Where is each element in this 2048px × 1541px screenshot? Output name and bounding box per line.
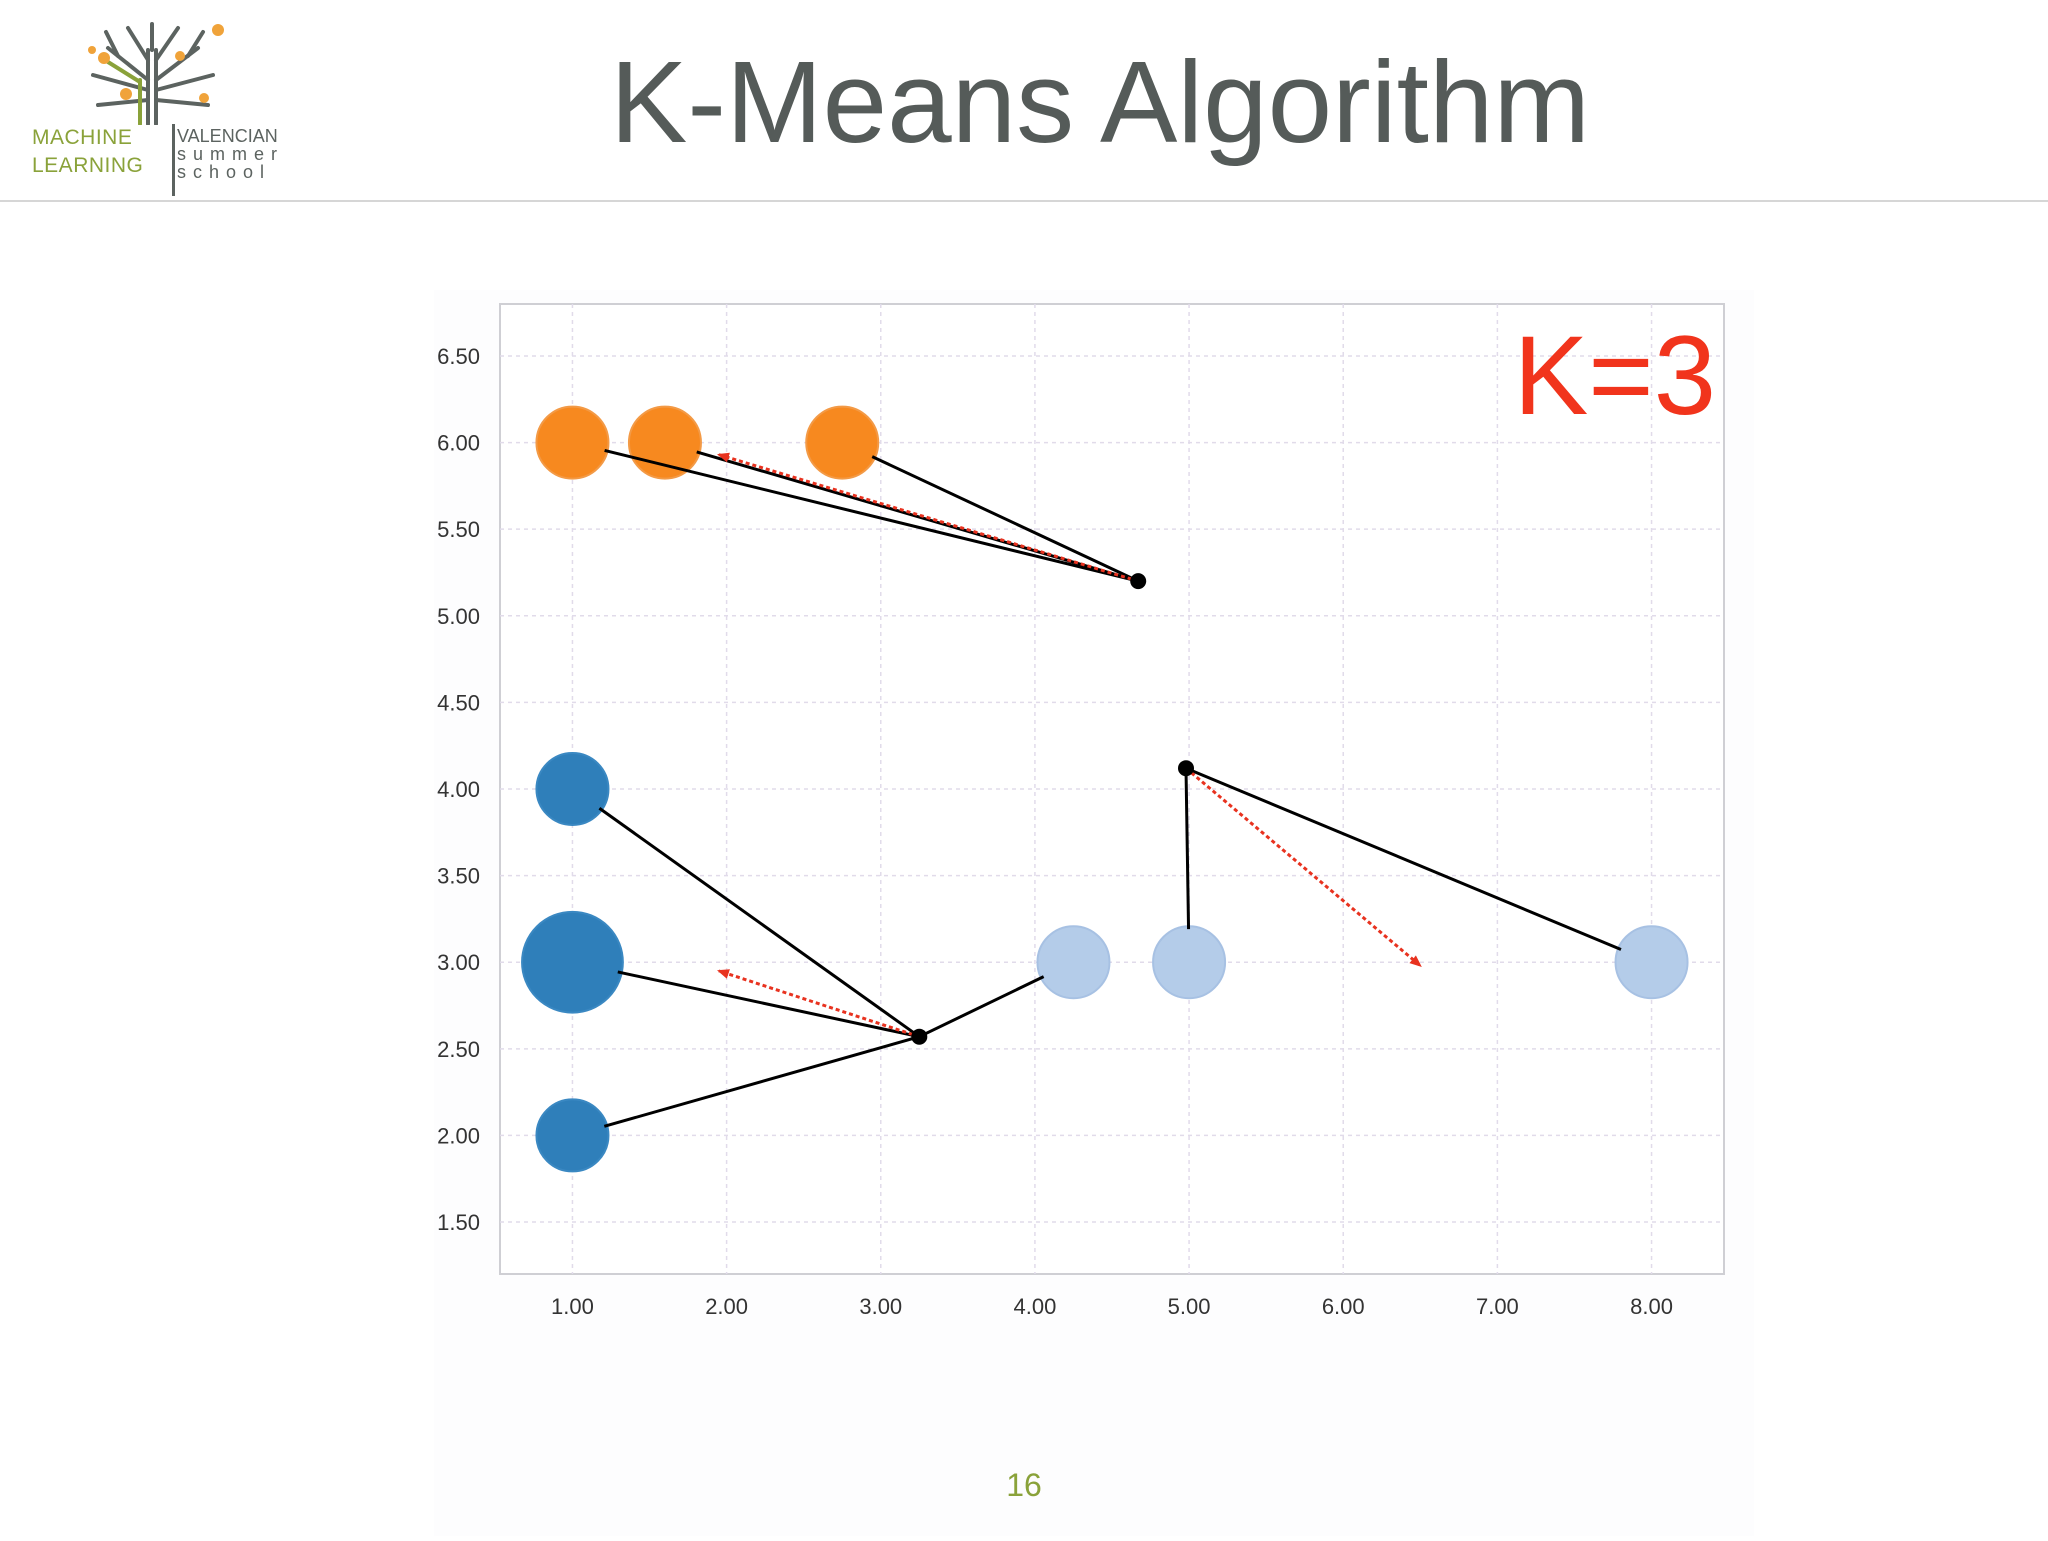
y-tick-label: 6.50 [437, 344, 480, 369]
centroid-move-arrow [1185, 767, 1422, 967]
slide-header: MACHINE LEARNING VALENCIAN summer school… [0, 0, 2048, 202]
chart-container: 1.00 2.00 3.00 4.00 5.00 6.00 7.00 8.00 1.50 2.00… [434, 290, 1754, 1536]
centroid-move-arrow [716, 452, 1139, 583]
y-tick-label: 4.50 [437, 690, 480, 715]
x-tick-label: 3.00 [859, 1294, 902, 1319]
y-tick-label: 2.50 [437, 1037, 480, 1062]
y-tick-label: 6.00 [437, 431, 480, 456]
x-tick-label: 4.00 [1014, 1294, 1057, 1319]
mlvss-logo: MACHINE LEARNING VALENCIAN summer school [28, 20, 288, 196]
x-tick-label: 8.00 [1630, 1294, 1673, 1319]
k-annotation: K=3 [1514, 313, 1716, 438]
data-point-orange [627, 405, 702, 480]
data-point-light-blue [1036, 925, 1111, 1000]
centroid-light-blue [1177, 760, 1194, 777]
y-tick-label: 5.50 [437, 517, 480, 542]
data-point-dark-blue [535, 752, 610, 826]
logo-text-machine: MACHINE [32, 126, 133, 149]
data-point-orange [535, 405, 610, 480]
assignment-line [1184, 768, 1191, 930]
data-point-dark-blue [535, 1098, 610, 1173]
y-tick-label: 5.00 [437, 604, 480, 629]
x-tick-label: 7.00 [1476, 1294, 1519, 1319]
tree-icon [88, 22, 224, 125]
data-point-orange [805, 405, 880, 480]
logo-divider [172, 124, 175, 196]
logo-text-valencian: VALENCIAN [177, 126, 278, 146]
y-tick-label: 4.00 [437, 777, 480, 802]
y-tick-label: 3.50 [437, 864, 480, 889]
data-point-light-blue [1614, 925, 1689, 1000]
assignment-line [918, 975, 1045, 1039]
data-point-dark-blue [521, 910, 624, 1014]
centroid-dark-blue [911, 1028, 928, 1045]
centroid-move-arrow [717, 969, 920, 1039]
assignment-line [871, 455, 1139, 583]
assignment-line [617, 970, 920, 1039]
x-tick-label: 1.00 [551, 1294, 594, 1319]
x-tick-label: 2.00 [705, 1294, 748, 1319]
data-point-light-blue [1152, 925, 1227, 1000]
x-tick-label: 6.00 [1322, 1294, 1365, 1319]
y-tick-label: 1.50 [437, 1210, 480, 1235]
assignment-line [604, 448, 1139, 583]
assignment-line [598, 807, 921, 1038]
y-tick-label: 3.00 [437, 950, 480, 975]
y-tick-label: 2.00 [437, 1123, 480, 1148]
x-tick-label: 5.00 [1168, 1294, 1211, 1319]
logo-text-learning: LEARNING [32, 154, 144, 177]
centroid-orange [1130, 573, 1147, 590]
assignment-line [1185, 766, 1622, 951]
logo-text-school: school [177, 162, 272, 182]
page-number: 16 [1006, 1467, 1042, 1503]
slide-title: K-Means Algorithm [610, 37, 1590, 167]
kmeans-scatter-chart: 1.00 2.00 3.00 4.00 5.00 6.00 7.00 8.00 1.50 2.00… [437, 303, 1725, 1319]
logo-text-summer: summer [177, 144, 285, 164]
assignment-line [603, 1035, 920, 1128]
assignment-line [696, 450, 1139, 583]
